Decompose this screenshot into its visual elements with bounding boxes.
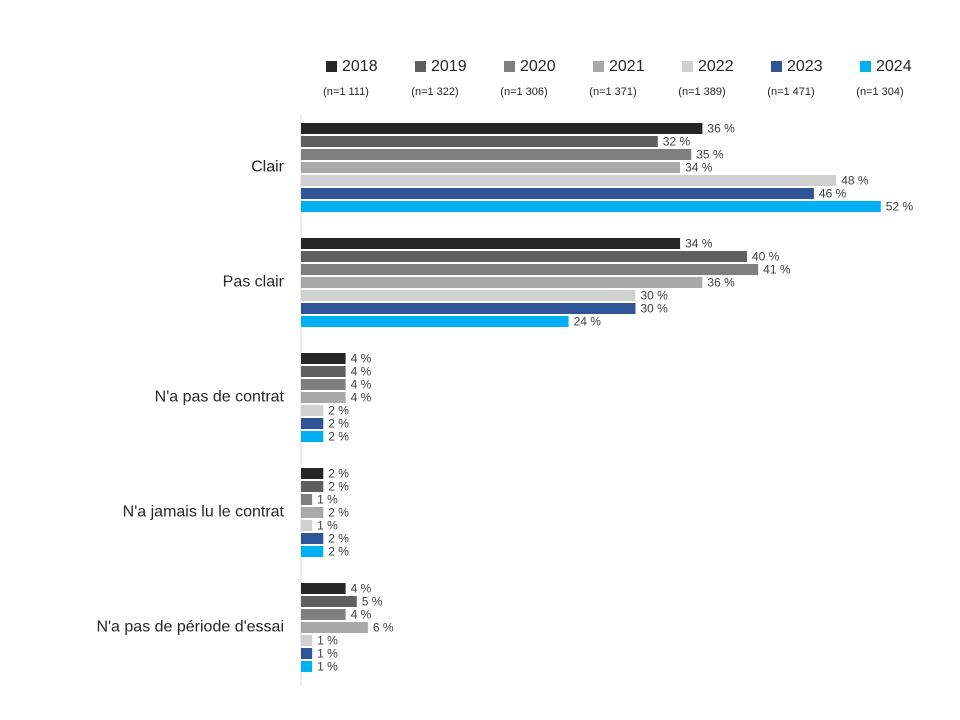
legend-label: 2020: [520, 58, 556, 75]
bar: [301, 353, 346, 364]
value-label: 4 %: [351, 608, 372, 622]
value-label: 1 %: [317, 660, 338, 674]
bar: [301, 277, 703, 288]
value-label: 48 %: [841, 174, 869, 188]
category-label: N'a pas de période d'essai: [96, 619, 284, 636]
bar: [301, 431, 324, 442]
legend-swatch: [682, 61, 693, 72]
bar: [301, 123, 703, 134]
bar: [301, 366, 346, 377]
value-label: 30 %: [641, 289, 669, 303]
legend-swatch: [326, 61, 337, 72]
value-label: 46 %: [819, 187, 847, 201]
bar: [301, 635, 313, 646]
category-label: Clair: [251, 159, 285, 176]
value-label: 2 %: [328, 506, 349, 520]
bar: [301, 379, 346, 390]
value-label: 1 %: [317, 493, 338, 507]
bar: [301, 468, 324, 479]
bar: [301, 175, 837, 186]
bar: [301, 533, 324, 544]
value-label: 41 %: [763, 263, 791, 277]
legend-swatch: [860, 61, 871, 72]
legend-sample: (n=1 322): [411, 86, 458, 98]
value-label: 2 %: [328, 430, 349, 444]
value-label: 34 %: [685, 161, 713, 175]
bar: [301, 507, 324, 518]
value-label: 24 %: [574, 315, 602, 329]
legend-label: 2022: [698, 58, 734, 75]
bar: [301, 596, 357, 607]
bar: [301, 481, 324, 492]
bar: [301, 251, 747, 262]
legend-sample: (n=1 471): [767, 86, 814, 98]
bar: [301, 303, 636, 314]
value-label: 32 %: [663, 135, 691, 149]
bar: [301, 546, 324, 557]
bar: [301, 609, 346, 620]
bar: [301, 264, 759, 275]
bar: [301, 418, 324, 429]
bar: [301, 520, 313, 531]
category-label: N'a pas de contrat: [155, 389, 285, 406]
value-label: 1 %: [317, 519, 338, 533]
bar: [301, 290, 636, 301]
value-label: 6 %: [373, 621, 394, 635]
value-label: 40 %: [752, 250, 780, 264]
value-label: 4 %: [351, 391, 372, 405]
value-label: 30 %: [641, 302, 669, 316]
value-label: 2 %: [328, 417, 349, 431]
value-label: 2 %: [328, 404, 349, 418]
value-label: 4 %: [351, 582, 372, 596]
legend-swatch: [504, 61, 515, 72]
value-label: 4 %: [351, 352, 372, 366]
legend-sample: (n=1 304): [856, 86, 903, 98]
value-label: 1 %: [317, 647, 338, 661]
legend-label: 2021: [609, 58, 645, 75]
legend-label: 2024: [876, 58, 912, 75]
bar: [301, 622, 368, 633]
value-label: 2 %: [328, 532, 349, 546]
bar: [301, 405, 324, 416]
value-label: 5 %: [362, 595, 383, 609]
value-label: 35 %: [696, 148, 724, 162]
legend-swatch: [771, 61, 782, 72]
bar: [301, 661, 313, 672]
value-label: 36 %: [707, 276, 735, 290]
bar: [301, 201, 881, 212]
legend-label: 2018: [342, 58, 378, 75]
legend-sample: (n=1 389): [678, 86, 725, 98]
value-label: 52 %: [886, 200, 914, 214]
bar: [301, 136, 658, 147]
bar: [301, 188, 814, 199]
bar: [301, 392, 346, 403]
bar: [301, 583, 346, 594]
legend-sample: (n=1 371): [589, 86, 636, 98]
category-label: N'a jamais lu le contrat: [123, 504, 285, 521]
value-label: 4 %: [351, 378, 372, 392]
bar: [301, 494, 313, 505]
category-label: Pas clair: [223, 274, 285, 291]
legend-label: 2023: [787, 58, 823, 75]
value-label: 2 %: [328, 480, 349, 494]
bar: [301, 162, 681, 173]
legend-sample: (n=1 111): [323, 86, 369, 98]
value-label: 2 %: [328, 467, 349, 481]
value-label: 36 %: [707, 122, 735, 136]
bar: [301, 238, 681, 249]
legend-swatch: [415, 61, 426, 72]
legend-label: 2019: [431, 58, 467, 75]
bar: [301, 149, 692, 160]
legend-swatch: [593, 61, 604, 72]
value-label: 1 %: [317, 634, 338, 648]
bar: [301, 316, 569, 327]
legend-sample: (n=1 306): [500, 86, 547, 98]
bar: [301, 648, 313, 659]
value-label: 34 %: [685, 237, 713, 251]
value-label: 4 %: [351, 365, 372, 379]
value-label: 2 %: [328, 545, 349, 559]
